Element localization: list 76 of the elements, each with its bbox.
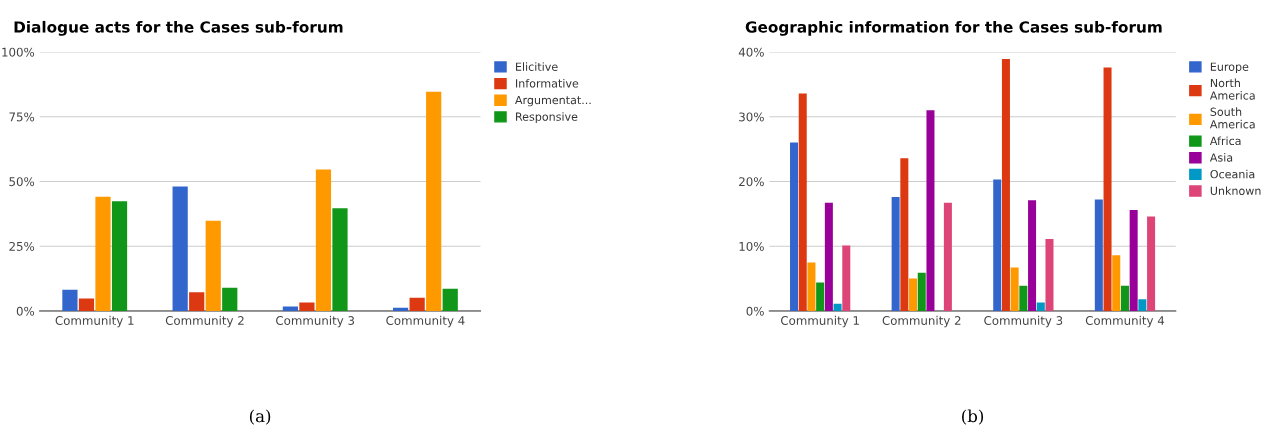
bar: [926, 110, 935, 311]
y-tick-label: 10%: [739, 241, 764, 251]
bar: [78, 298, 95, 311]
bar: [917, 272, 926, 311]
y-tick-label: 0%: [746, 306, 764, 316]
legend-label: Informative: [516, 78, 579, 88]
bar: [393, 307, 409, 311]
bar: [62, 289, 78, 311]
legend-label: Unknown: [1210, 186, 1261, 195]
bar: [1129, 209, 1138, 311]
chart-title: Geographic information for the Cases sub-forum: [745, 20, 1162, 36]
x-tick-label: Community 3: [276, 315, 355, 328]
bar: [1103, 67, 1112, 311]
text: (a): [249, 409, 271, 425]
bar: [409, 297, 425, 311]
legend-label: Europe: [1210, 62, 1249, 74]
bar: [332, 208, 348, 311]
bar: [1138, 299, 1147, 311]
y-tick-label: 100%: [2, 47, 35, 57]
bar: [1094, 199, 1103, 311]
legend-label: Asia: [1209, 153, 1233, 162]
bar: [442, 288, 458, 311]
bar: [1010, 267, 1019, 311]
y-tick-label: 30%: [739, 112, 764, 122]
bar: [1028, 200, 1037, 311]
y-tick-label: 0%: [16, 306, 35, 316]
bar: [1036, 302, 1045, 311]
bar: [189, 292, 205, 311]
bar: [282, 306, 298, 311]
y-tick-label: 20%: [739, 177, 764, 187]
bar: [299, 302, 315, 311]
bar: [943, 202, 952, 311]
bar: [315, 169, 332, 311]
legend-label: Argumentat...: [515, 95, 591, 107]
bar: [807, 262, 816, 311]
bar: [222, 287, 238, 311]
bar: [1001, 59, 1010, 311]
bar: [798, 93, 807, 311]
bar: [1112, 255, 1121, 311]
bar: [95, 196, 111, 311]
x-tick-label: Community 3: [984, 315, 1063, 328]
bar: [816, 282, 825, 311]
bar: [172, 186, 188, 311]
legend-label: Elicitive: [516, 62, 558, 71]
bar: [111, 201, 128, 311]
legend-label: Responsive: [516, 112, 578, 123]
chart-title: Dialogue acts for the Cases sub-forum: [14, 20, 343, 36]
x-tick-label: Community 1: [55, 315, 134, 328]
y-tick-label: 50%: [9, 177, 35, 187]
bar: [993, 179, 1002, 311]
legend-label: Africa: [1209, 136, 1241, 146]
bar: [790, 142, 799, 311]
bar: [1120, 285, 1129, 311]
x-tick-label: Community 4: [1085, 315, 1165, 328]
legend-label: South America: [1209, 107, 1255, 129]
text: (b): [962, 409, 984, 425]
y-tick-label: 40%: [738, 47, 764, 57]
bar: [1019, 285, 1028, 311]
bar: [833, 303, 842, 311]
y-tick-label: 25%: [9, 241, 35, 251]
x-tick-label: Community 2: [165, 315, 244, 328]
bar: [900, 158, 909, 311]
bar: [909, 278, 918, 311]
bar: [824, 202, 833, 311]
bar: [1147, 216, 1156, 311]
bar: [891, 197, 900, 311]
y-tick-label: 75%: [9, 112, 35, 122]
legend-label: Oceania: [1210, 169, 1255, 179]
x-tick-label: Community 1: [781, 315, 859, 328]
bar: [842, 245, 851, 311]
x-tick-label: Community 2: [882, 315, 961, 328]
x-tick-label: Community 4: [386, 315, 465, 328]
legend-label: North America: [1209, 78, 1255, 100]
bar: [426, 91, 442, 311]
bar: [205, 220, 221, 311]
bar: [1045, 239, 1054, 311]
